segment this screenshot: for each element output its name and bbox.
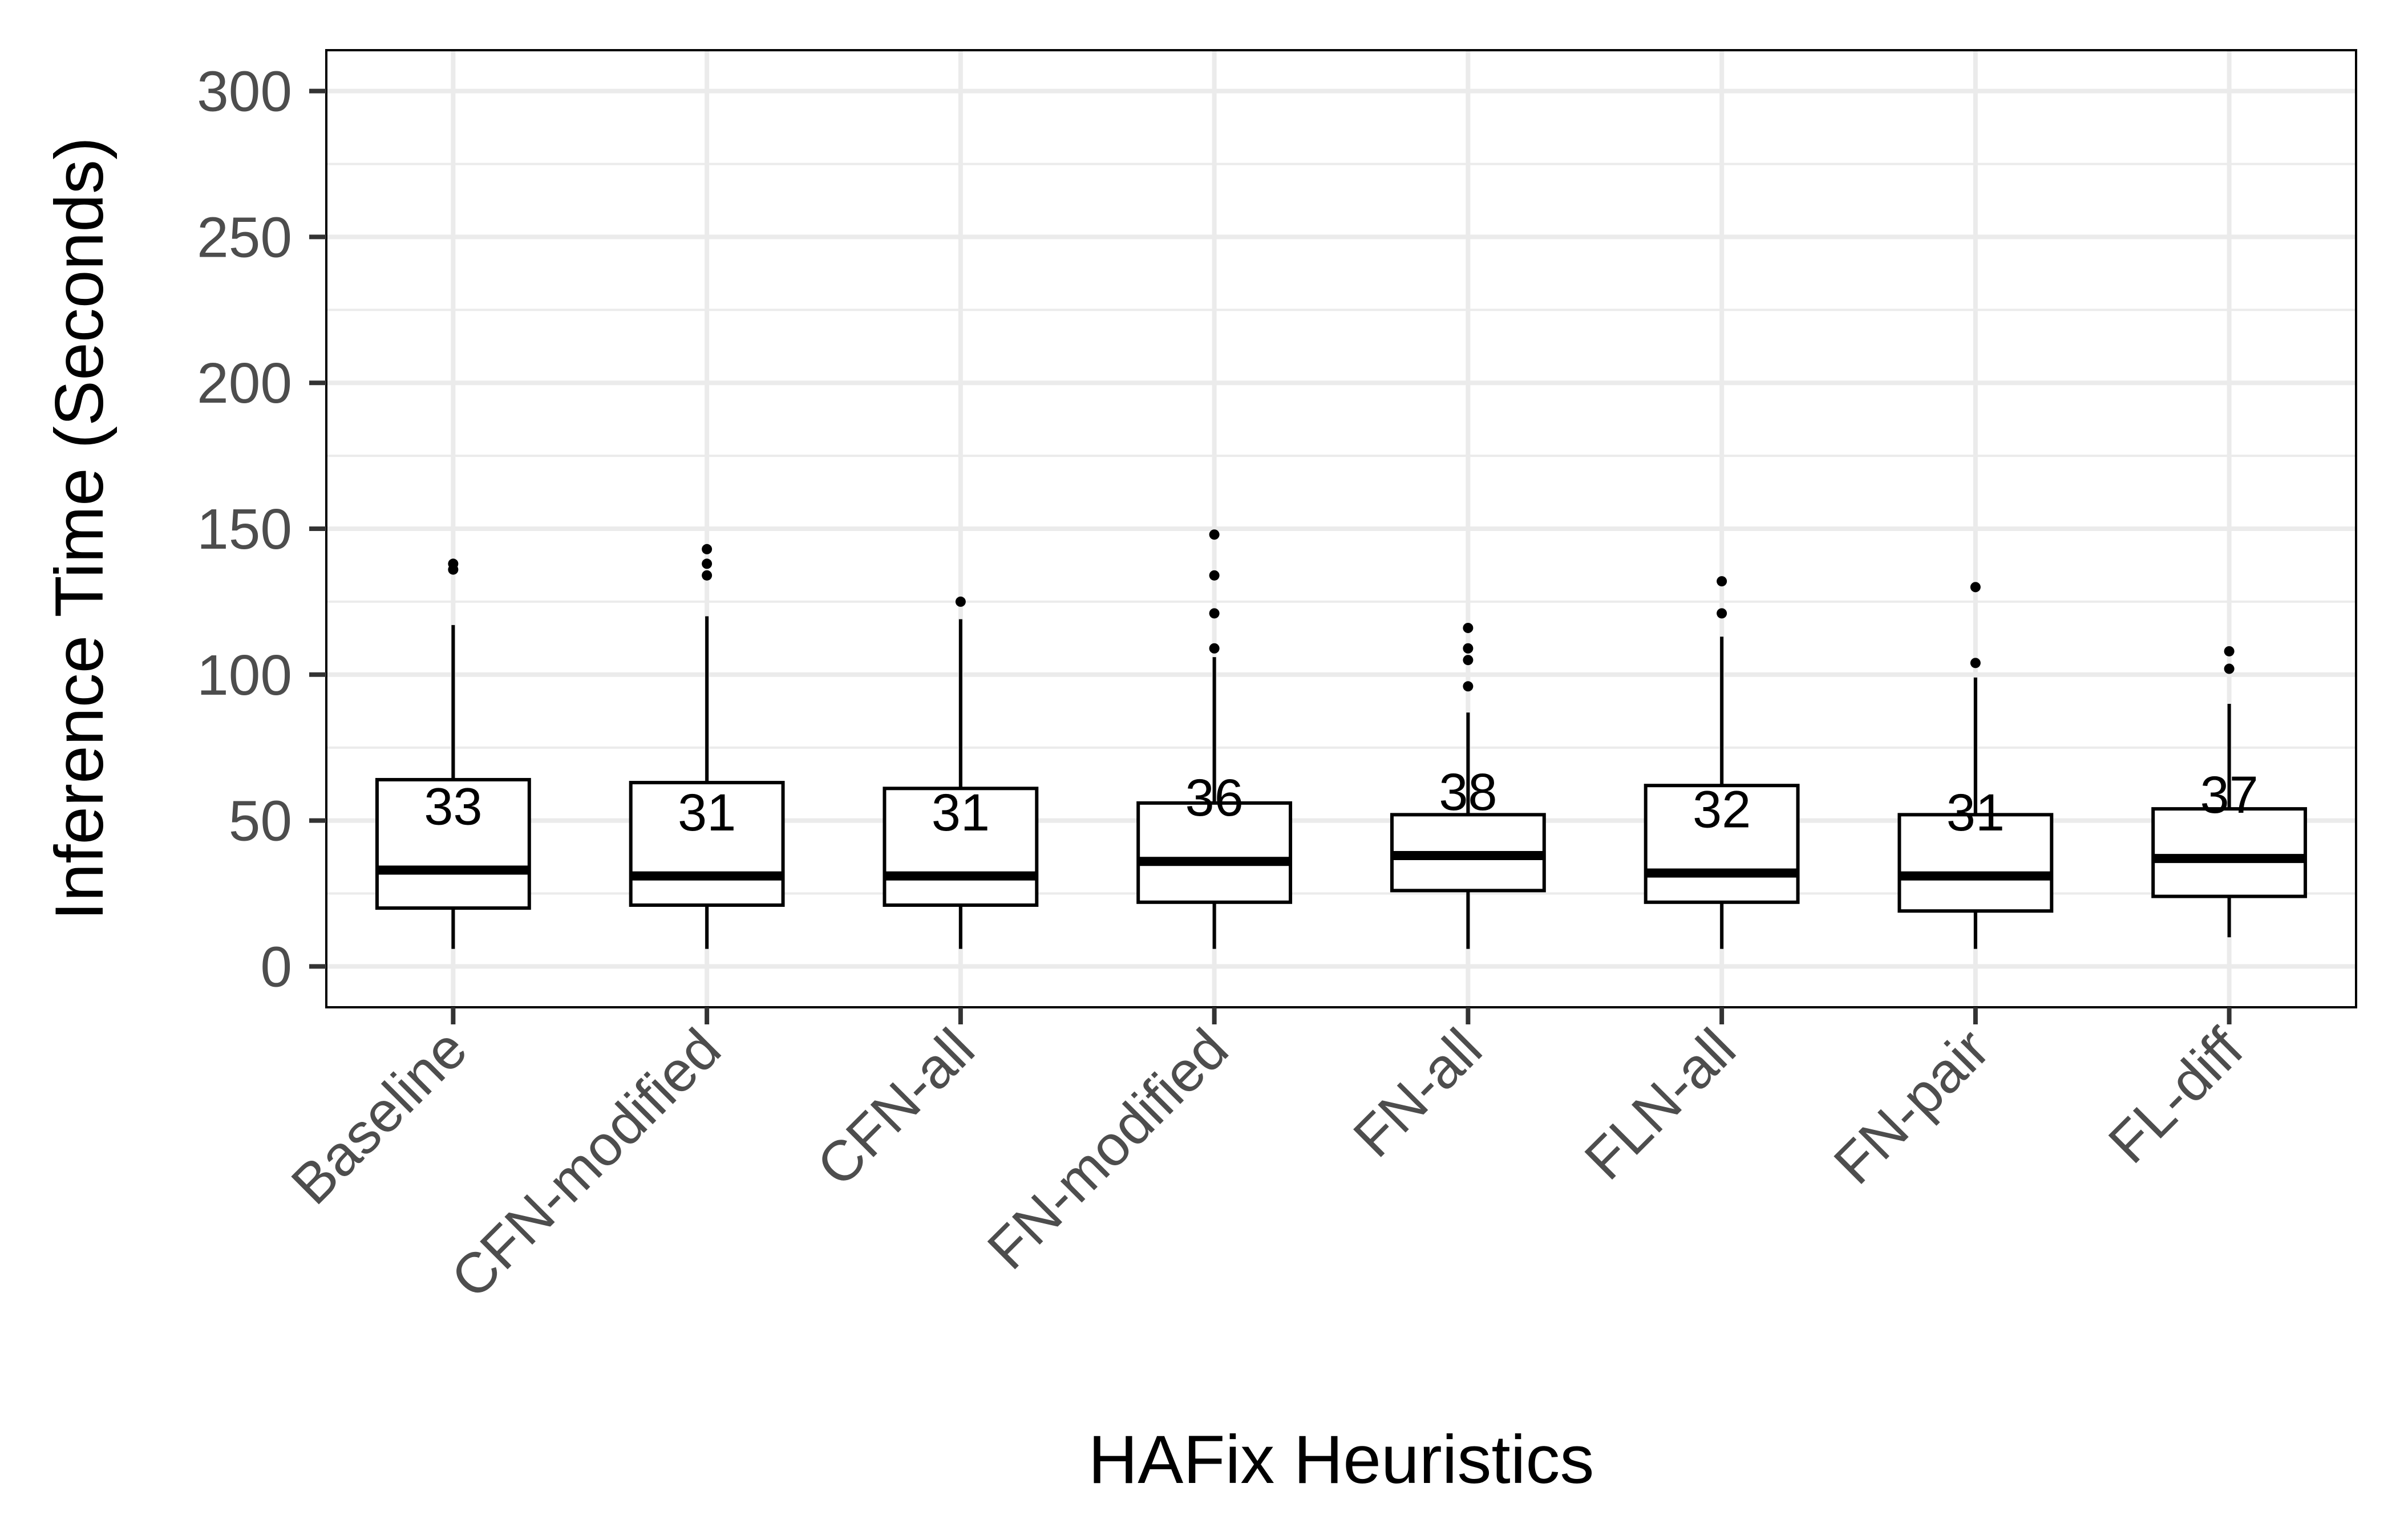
- outlier-point: [1970, 582, 1981, 593]
- box-cfn-all: 31: [883, 596, 1039, 949]
- median-value-label: 31: [678, 784, 736, 842]
- box-baseline: 33: [375, 558, 531, 949]
- x-axis-title: HAFix Heuristics: [1088, 1421, 1594, 1498]
- median-value-label: 36: [1185, 769, 1243, 827]
- outlier-point: [2224, 663, 2235, 674]
- median-value-label: 33: [424, 778, 482, 836]
- median-value-label: 32: [1693, 781, 1751, 839]
- outlier-point: [1209, 570, 1220, 581]
- y-tick-label: 150: [197, 497, 292, 561]
- outlier-point: [955, 596, 966, 607]
- outlier-point: [1717, 576, 1727, 587]
- median-value-label: 37: [2200, 766, 2258, 824]
- iqr-box: [883, 787, 1039, 907]
- iqr-box: [1644, 784, 1800, 904]
- box-fln-all: 32: [1644, 576, 1800, 949]
- box-fn-pair: 31: [1897, 582, 2054, 949]
- outlier-point: [1463, 681, 1474, 692]
- y-tick-label: 100: [197, 643, 292, 707]
- outlier-point: [1463, 643, 1474, 654]
- iqr-box: [2151, 807, 2308, 898]
- outlier-point: [2224, 646, 2235, 656]
- median-value-label: 31: [932, 784, 990, 842]
- outlier-point: [1209, 608, 1220, 619]
- box-fn-all: 38: [1390, 622, 1546, 949]
- outlier-point: [1463, 622, 1474, 633]
- y-tick-label: 300: [197, 60, 292, 124]
- iqr-box: [375, 777, 531, 910]
- median-value-label: 31: [1946, 784, 2005, 842]
- outlier-point: [1717, 608, 1727, 619]
- outlier-point: [702, 570, 713, 581]
- y-tick-label: 200: [197, 351, 292, 415]
- median-value-label: 38: [1439, 763, 1497, 821]
- outlier-point: [1970, 658, 1981, 668]
- outlier-point: [702, 544, 713, 554]
- box-cfn-modified: 31: [629, 544, 785, 949]
- box-fn-modified: 36: [1136, 529, 1293, 949]
- outlier-point: [1463, 655, 1474, 666]
- box-plots: 33 31 31 36 38 32 31 37: [375, 529, 2308, 949]
- outlier-point: [1209, 643, 1220, 654]
- iqr-box: [629, 781, 785, 907]
- iqr-box: [1136, 801, 1293, 904]
- outlier-point: [448, 558, 459, 569]
- y-tick-label: 50: [229, 789, 292, 853]
- y-tick-label: 0: [260, 935, 292, 999]
- y-tick-label: 250: [197, 205, 292, 269]
- outlier-point: [1209, 529, 1220, 540]
- iqr-box: [1897, 813, 2054, 913]
- y-axis-title: Inference Time (Seconds): [41, 137, 118, 921]
- outlier-point: [702, 558, 713, 569]
- box-fl-diff: 37: [2151, 646, 2308, 938]
